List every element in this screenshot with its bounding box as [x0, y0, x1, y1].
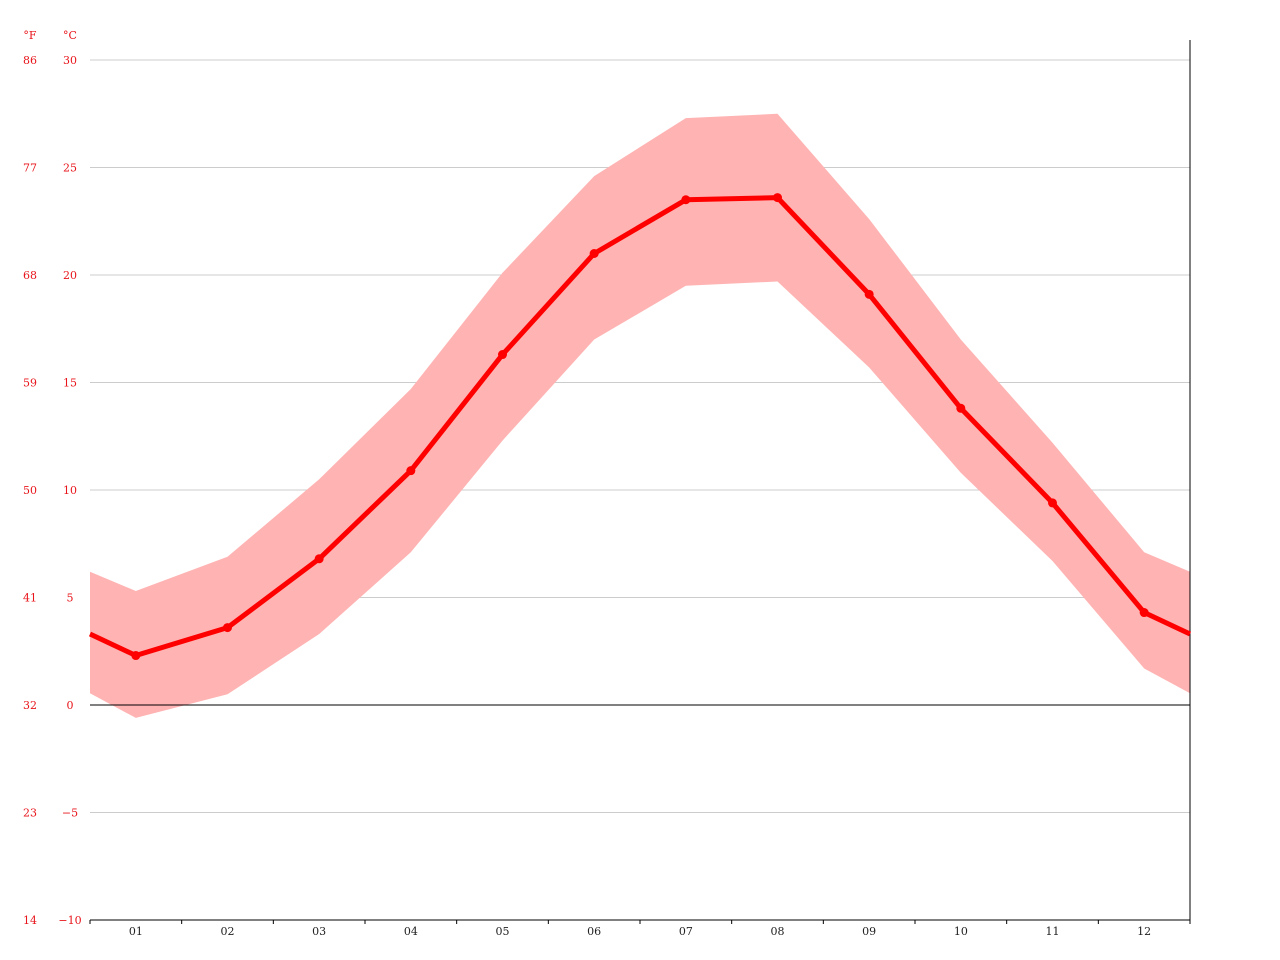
x-label-04: 04 [404, 925, 418, 938]
average-point-07 [681, 195, 691, 205]
average-point-08 [773, 193, 782, 203]
min-max-band [90, 113, 1190, 718]
y-tick-f-2: 68 [23, 269, 37, 282]
x-label-09: 09 [862, 925, 876, 938]
x-label-05: 05 [496, 925, 510, 938]
y-tick-c-8: −10 [58, 914, 81, 927]
average-point-11 [1048, 498, 1057, 508]
x-label-10: 10 [954, 925, 968, 938]
y-tick-f-7: 23 [23, 807, 37, 820]
y-tick-f-3: 59 [23, 377, 37, 390]
y-tick-c-5: 5 [67, 592, 74, 605]
axes [89, 40, 1191, 924]
x-label-08: 08 [771, 925, 785, 938]
average-point-04 [406, 466, 416, 476]
y-tick-c-2: 20 [63, 269, 77, 282]
average-line-layer [88, 193, 1192, 661]
x-label-06: 06 [587, 925, 601, 938]
y-tick-f-0: 86 [23, 54, 37, 67]
y-tick-f-6: 32 [23, 699, 37, 712]
x-label-02: 02 [221, 925, 235, 938]
average-line [88, 195, 1192, 658]
x-label-11: 11 [1046, 925, 1060, 938]
y-tick-c-6: 0 [67, 699, 74, 712]
average-point-06 [589, 249, 599, 258]
x-label-07: 07 [679, 925, 693, 938]
average-point-09 [864, 289, 874, 299]
x-label-01: 01 [129, 925, 143, 938]
tick-labels: °F °C 86 30 77 25 68 20 59 15 50 10 41 5 32 0 23 −5 14 −1… [23, 29, 1151, 938]
x-label-12: 12 [1137, 925, 1151, 938]
unit-fahrenheit: °F [23, 29, 37, 42]
y-tick-c-1: 25 [63, 162, 77, 175]
average-point-05 [498, 350, 507, 360]
y-tick-c-0: 30 [63, 54, 77, 67]
average-point-12 [1139, 608, 1149, 618]
min-max-range [90, 113, 1190, 718]
average-point-01 [131, 651, 141, 661]
unit-celsius: °C [63, 29, 77, 42]
y-tick-f-1: 77 [23, 162, 37, 175]
y-tick-f-8: 14 [23, 914, 37, 927]
y-tick-f-4: 50 [23, 484, 37, 497]
average-point-10 [956, 403, 966, 413]
y-tick-c-3: 15 [63, 377, 77, 390]
y-tick-f-5: 41 [23, 592, 37, 605]
average-point-02 [223, 623, 232, 633]
y-tick-c-7: −5 [62, 807, 78, 820]
average-point-03 [314, 554, 324, 564]
x-label-03: 03 [312, 925, 326, 938]
y-tick-c-4: 10 [63, 484, 77, 497]
